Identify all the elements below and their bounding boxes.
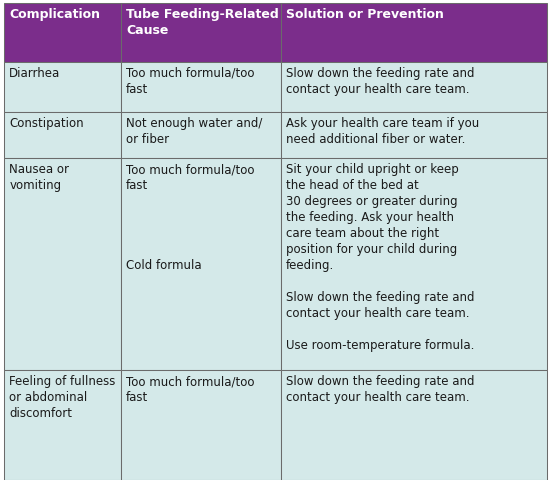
Bar: [4, 62, 121, 112]
Text: Too much formula/too
fast: Too much formula/too fast: [126, 374, 255, 404]
Text: Slow down the feeding rate and
contact your health care team.: Slow down the feeding rate and contact y…: [286, 374, 474, 404]
Bar: [4, 4, 121, 62]
Text: Too much formula/too
fast




Cold formula: Too much formula/too fast Cold formula: [126, 163, 255, 272]
Text: Sit your child upright or keep
the head of the bed at
30 degrees or greater duri: Sit your child upright or keep the head …: [286, 163, 474, 351]
Bar: [281, 158, 547, 370]
Text: Too much formula/too
fast: Too much formula/too fast: [126, 67, 255, 96]
Bar: [121, 4, 281, 62]
Text: Feeling of fullness
or abdominal
discomfort: Feeling of fullness or abdominal discomf…: [9, 374, 116, 420]
Bar: [121, 370, 281, 480]
Text: Not enough water and/
or fiber: Not enough water and/ or fiber: [126, 117, 262, 146]
Text: Diarrhea: Diarrhea: [9, 67, 61, 80]
Text: Tube Feeding-Related
Cause: Tube Feeding-Related Cause: [126, 8, 279, 37]
Bar: [121, 158, 281, 370]
Text: Nausea or
vomiting: Nausea or vomiting: [9, 163, 69, 192]
Text: Constipation: Constipation: [9, 117, 84, 130]
Bar: [281, 112, 547, 158]
Bar: [4, 370, 121, 480]
Bar: [4, 112, 121, 158]
Text: Ask your health care team if you
need additional fiber or water.: Ask your health care team if you need ad…: [286, 117, 479, 146]
Bar: [121, 62, 281, 112]
Text: Slow down the feeding rate and
contact your health care team.: Slow down the feeding rate and contact y…: [286, 67, 474, 96]
Bar: [4, 158, 121, 370]
Text: Complication: Complication: [9, 8, 100, 21]
Bar: [121, 112, 281, 158]
Bar: [281, 4, 547, 62]
Bar: [281, 62, 547, 112]
Text: Solution or Prevention: Solution or Prevention: [286, 8, 444, 21]
Bar: [281, 370, 547, 480]
